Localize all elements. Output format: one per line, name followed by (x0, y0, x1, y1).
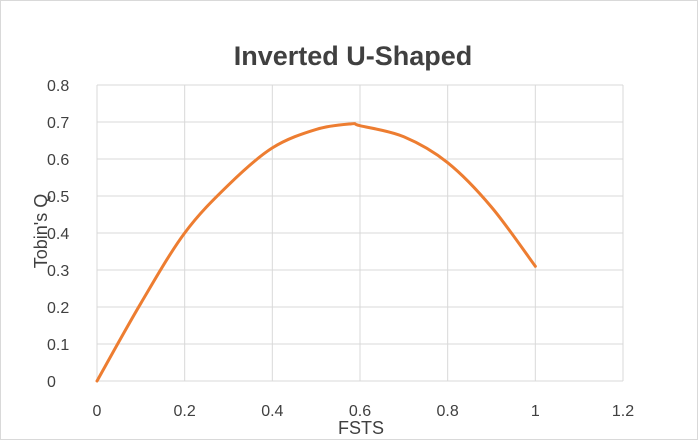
x-tick-label: 0.8 (437, 403, 459, 420)
y-tick-label: 0.1 (47, 337, 69, 354)
x-tick-label: 1 (531, 403, 540, 420)
series-line (95, 122, 537, 383)
y-tick-label: 0.5 (47, 189, 69, 206)
y-tick-label: 0.8 (47, 78, 69, 95)
series-layer (95, 122, 537, 383)
x-tick-label: 1.2 (612, 403, 634, 420)
chart-title: Inverted U-Shaped (234, 41, 473, 71)
x-tick-label: 0.6 (349, 403, 371, 420)
y-tick-label: 0.4 (47, 226, 69, 243)
y-tick-label: 0.7 (47, 115, 69, 132)
y-tick-label: 0 (47, 374, 56, 391)
x-tick-label: 0.4 (261, 403, 283, 420)
y-axis-label: Tobin's Q (31, 194, 51, 268)
grid-layer (96, 84, 624, 382)
x-tick-label: 0 (93, 403, 102, 420)
y-tick-label: 0.6 (47, 152, 69, 169)
y-tick-label: 0.2 (47, 300, 69, 317)
y-tick-label: 0.3 (47, 263, 69, 280)
x-axis-label: FSTS (338, 418, 384, 438)
x-tick-label: 0.2 (174, 403, 196, 420)
tick-layer: 0 0.1 0.2 0.3 0.4 0.5 0.6 0.7 0.8 0 0.2 0.4 0.6 0.8 1 1… (47, 78, 634, 420)
